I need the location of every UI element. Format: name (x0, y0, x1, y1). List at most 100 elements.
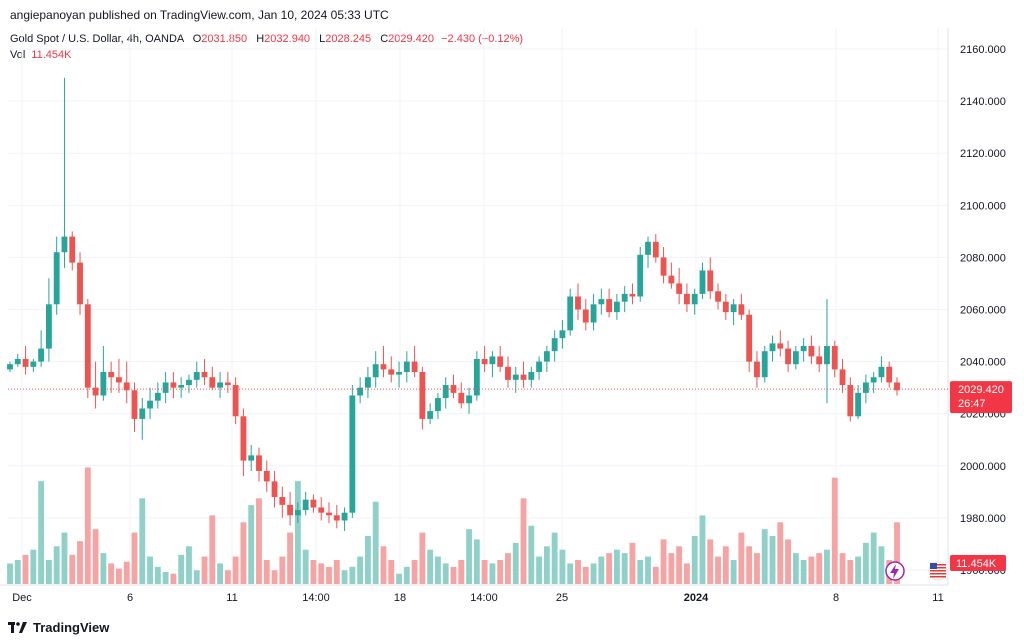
volume-bar (248, 505, 255, 584)
low-value: 2028.245 (325, 33, 372, 45)
candle-body (442, 385, 449, 399)
volume-tag-value: 11.454K (956, 558, 997, 570)
volume-bar (357, 556, 364, 584)
x-tick-label: 14:00 (302, 592, 330, 604)
candle-body (271, 481, 278, 498)
volume-bar (92, 529, 99, 584)
candle-body (707, 270, 714, 292)
candle-body (154, 392, 161, 401)
candle-body (722, 301, 729, 313)
volume-bar (551, 532, 558, 584)
candle-body (7, 364, 13, 370)
volume-bar (186, 546, 192, 584)
volume-bar (512, 542, 519, 584)
volume-bar (481, 560, 488, 584)
candle-body (481, 359, 488, 365)
volume-bar (738, 532, 745, 584)
symbol-title[interactable]: Gold Spot / U.S. Dollar, 4h, OANDA (10, 33, 184, 45)
candle-body (217, 382, 223, 388)
candle-body (123, 382, 130, 391)
candle-body (520, 374, 527, 380)
candle-body (287, 504, 294, 516)
volume-bar (505, 553, 511, 584)
brand-name[interactable]: TradingView (33, 620, 110, 635)
volume-bar (419, 532, 426, 584)
candle-body (629, 293, 636, 297)
candle-body (435, 398, 441, 412)
volume-bar (232, 556, 239, 584)
volume-bar (349, 566, 356, 584)
volume-bar (147, 556, 153, 584)
y-tick-label: 2140.000 (960, 96, 1006, 108)
candle-body (248, 455, 255, 461)
volume-bar (123, 561, 130, 584)
volume-bar (450, 566, 457, 584)
candle-body (660, 257, 667, 276)
candle-body (396, 372, 402, 375)
candle-body (816, 356, 823, 365)
candlestick-chart[interactable]: 2160.000 2140.000 2120.000 2100.000 2080.000… (0, 28, 1024, 614)
candle-body (808, 345, 815, 357)
candle-body (357, 387, 364, 396)
candle-body (427, 411, 434, 419)
volume-bar (855, 556, 862, 584)
candle-body (551, 338, 558, 352)
volume-tag-box (950, 555, 1006, 571)
low-label: L (319, 33, 326, 45)
volume-bar (364, 536, 371, 584)
volume-bar (170, 573, 177, 584)
price-tag-countdown: 26:47 (958, 398, 986, 410)
candle-body (458, 392, 465, 404)
candle-body (209, 377, 216, 388)
candle-body (349, 395, 356, 513)
volume-bar (730, 560, 737, 584)
volume-bar (442, 563, 449, 584)
candle-body (800, 345, 807, 352)
candle-body (730, 304, 737, 313)
volume-bar (613, 549, 620, 584)
candle-body (855, 392, 862, 417)
candle-body (240, 416, 247, 461)
price-tag-value: 2029.420 (958, 384, 1004, 396)
volume-bar (100, 553, 107, 584)
volume-bar (645, 556, 651, 584)
high-label: H (256, 33, 265, 45)
volume-bar (536, 556, 543, 584)
candle-body (754, 361, 760, 378)
volume-bar (372, 501, 379, 584)
volume-bar (862, 542, 869, 584)
volume-bar (116, 568, 122, 584)
volume-bar (256, 498, 262, 584)
volume-bar (699, 515, 706, 584)
candle-body (84, 304, 91, 388)
candle-body (131, 390, 138, 419)
volume-bar (878, 546, 885, 584)
volume-bar (567, 563, 574, 584)
publisher-line: angiepanoyan published on TradingView.co… (10, 8, 389, 22)
candle-body (699, 270, 706, 294)
candle-body (598, 299, 605, 305)
ohlc-legend: Gold Spot / U.S. Dollar, 4h, OANDA O2031… (10, 33, 523, 45)
volume-bar (388, 560, 395, 584)
x-tick-label: 25 (556, 592, 568, 604)
candle-body (691, 293, 698, 305)
flag-stripe (930, 573, 946, 575)
volume-bar (333, 560, 340, 584)
candle-body (792, 351, 799, 365)
volume-bar (302, 549, 309, 584)
candle-body (201, 372, 208, 378)
x-tick-label: 11 (932, 592, 943, 604)
candle-body (473, 359, 480, 396)
volume-bar (217, 563, 223, 584)
candle-body (263, 471, 270, 482)
volume-bar (769, 536, 776, 584)
volume-bar (131, 532, 138, 584)
flag-stripe (930, 576, 946, 578)
volume-bar (754, 553, 760, 584)
candle-body (147, 400, 153, 409)
change-value: −2.430 (−0.12%) (441, 33, 524, 45)
y-tick-label: 2060.000 (960, 305, 1006, 317)
tradingview-logo-icon (8, 621, 27, 633)
candle-body (162, 382, 169, 393)
candle-body (224, 382, 231, 386)
